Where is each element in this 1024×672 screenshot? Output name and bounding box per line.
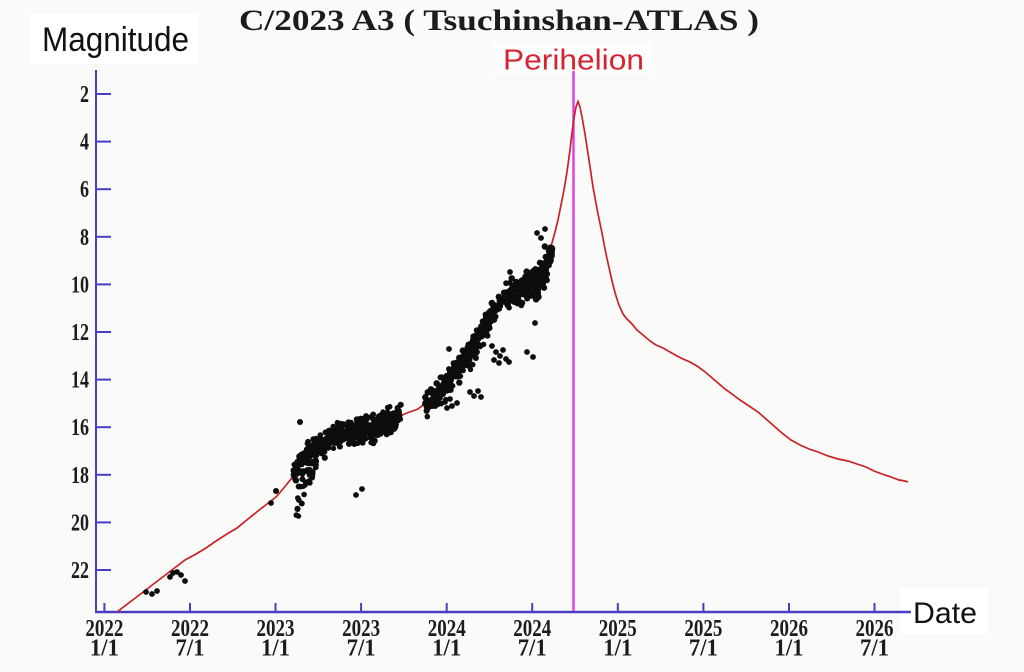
svg-text:2026: 2026 [770, 616, 808, 642]
svg-text:7/1: 7/1 [347, 636, 376, 662]
svg-text:1/1: 1/1 [90, 636, 119, 662]
svg-text:1/1: 1/1 [603, 636, 632, 662]
svg-text:7/1: 7/1 [518, 636, 547, 662]
svg-text:2025: 2025 [684, 616, 722, 642]
svg-text:16: 16 [71, 415, 89, 441]
svg-text:7/1: 7/1 [860, 636, 889, 662]
svg-text:7/1: 7/1 [176, 636, 205, 662]
svg-text:Magnitude: Magnitude [42, 21, 189, 59]
svg-text:2023: 2023 [342, 616, 380, 642]
svg-text:2022: 2022 [85, 616, 123, 642]
svg-text:Date: Date [913, 597, 977, 630]
svg-text:2023: 2023 [257, 616, 295, 642]
svg-text:2: 2 [80, 82, 89, 108]
svg-text:1/1: 1/1 [775, 636, 804, 662]
svg-text:10: 10 [71, 272, 89, 298]
svg-text:4: 4 [80, 130, 89, 156]
svg-text:2024: 2024 [513, 616, 551, 642]
svg-text:18: 18 [71, 463, 89, 489]
svg-text:Perihelion: Perihelion [503, 45, 644, 77]
svg-text:8: 8 [80, 225, 89, 251]
svg-text:2025: 2025 [599, 616, 637, 642]
svg-text:1/1: 1/1 [432, 636, 461, 662]
svg-text:2024: 2024 [428, 616, 466, 642]
svg-text:7/1: 7/1 [689, 636, 718, 662]
svg-text:2026: 2026 [856, 616, 894, 642]
svg-text:1/1: 1/1 [261, 636, 290, 662]
svg-text:20: 20 [71, 510, 89, 536]
svg-text:C/2023 A3 ( Tsuchinshan-ATLAS: C/2023 A3 ( Tsuchinshan-ATLAS ) [239, 4, 759, 37]
svg-text:14: 14 [71, 368, 89, 394]
svg-text:6: 6 [80, 177, 89, 203]
svg-text:12: 12 [71, 320, 89, 346]
svg-text:2022: 2022 [171, 616, 209, 642]
svg-text:22: 22 [71, 558, 89, 584]
